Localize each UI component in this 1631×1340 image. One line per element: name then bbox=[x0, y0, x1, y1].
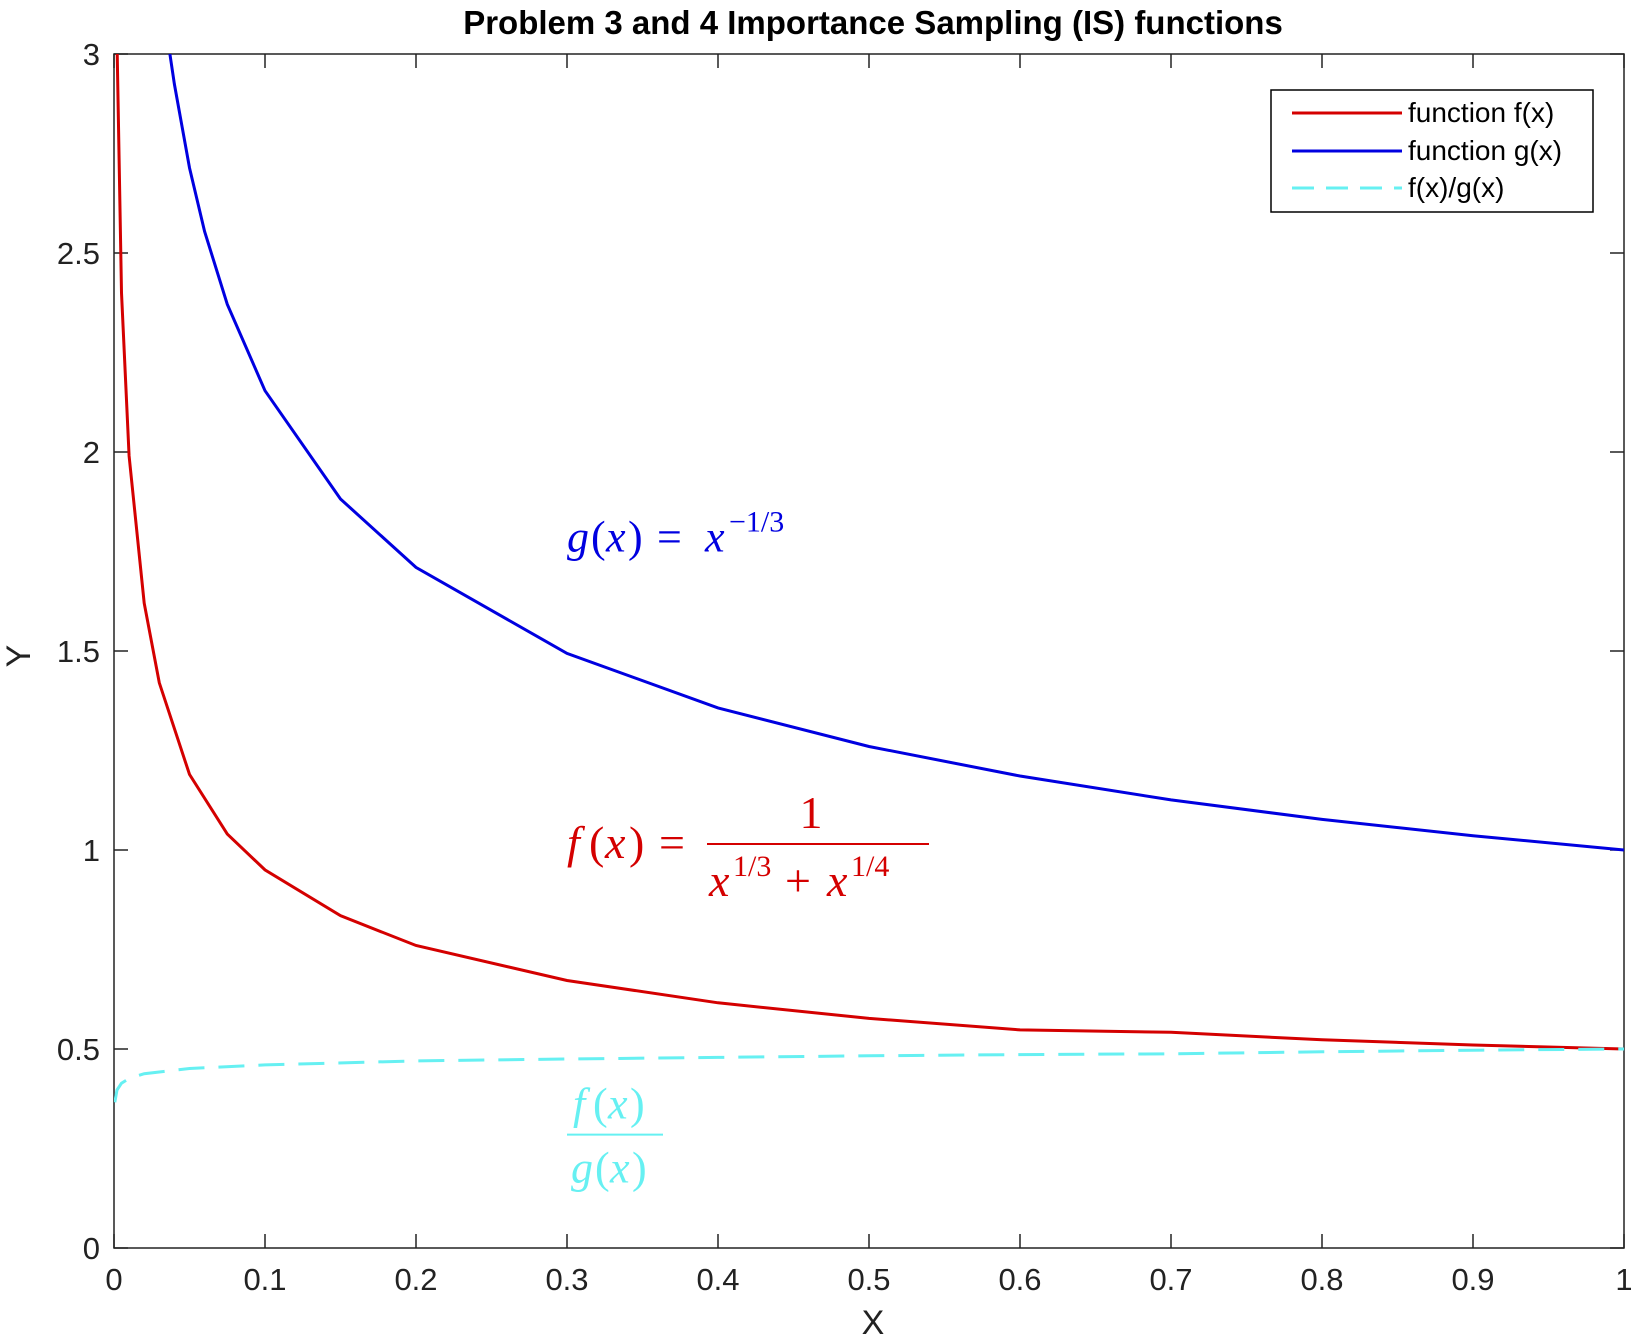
svg-text:): ) bbox=[629, 817, 644, 868]
x-tick-label: 0.4 bbox=[696, 1262, 739, 1297]
x-tick-label: 0.9 bbox=[1451, 1262, 1494, 1297]
y-tick-label: 1 bbox=[83, 833, 100, 868]
x-tick-label: 0.6 bbox=[998, 1262, 1041, 1297]
g-formula-annotation: g ( x ) = x −1/3 bbox=[567, 506, 784, 562]
svg-text:(: ( bbox=[593, 1080, 608, 1129]
svg-text:x: x bbox=[826, 855, 848, 906]
svg-text:1/4: 1/4 bbox=[851, 850, 889, 883]
svg-text:x: x bbox=[607, 1080, 628, 1129]
series-line-1 bbox=[168, 54, 1624, 852]
x-tick-label: 0 bbox=[105, 1262, 122, 1297]
y-axis-label: Y bbox=[0, 645, 38, 668]
svg-text:x: x bbox=[609, 1144, 630, 1193]
svg-text:(: ( bbox=[595, 1144, 610, 1193]
x-axis-label: X bbox=[862, 1304, 885, 1340]
svg-text:x: x bbox=[708, 855, 730, 906]
svg-text:x: x bbox=[605, 513, 626, 562]
svg-text:g: g bbox=[571, 1144, 593, 1193]
svg-text:(: ( bbox=[589, 817, 604, 868]
svg-text:): ) bbox=[632, 1144, 647, 1193]
svg-text:x: x bbox=[604, 817, 626, 868]
svg-text:g: g bbox=[567, 513, 589, 562]
svg-text:=: = bbox=[659, 817, 685, 868]
svg-text:=: = bbox=[657, 513, 682, 562]
legend-label-g: function g(x) bbox=[1408, 135, 1562, 166]
plot-area: 0 0.1 0.2 0.3 0.4 0.5 0.6 0.7 0.8 0.9 1 0 0.5 1 1.5 2 2.… bbox=[57, 37, 1631, 1297]
series-line-2 bbox=[114, 1047, 1624, 1103]
x-tick-label: 0.1 bbox=[243, 1262, 286, 1297]
x-tick-label: 0.2 bbox=[394, 1262, 437, 1297]
svg-text:+: + bbox=[785, 855, 811, 906]
x-tick-label: 0.8 bbox=[1300, 1262, 1343, 1297]
legend: function f(x) function g(x) f(x)/g(x) bbox=[1270, 89, 1594, 213]
svg-text:x: x bbox=[704, 513, 725, 562]
y-tick-label: 2.5 bbox=[57, 236, 100, 271]
y-tick-label: 1.5 bbox=[57, 634, 100, 669]
svg-text:−1/3: −1/3 bbox=[729, 506, 784, 539]
svg-text:): ) bbox=[630, 1080, 645, 1129]
x-tick-label: 0.5 bbox=[847, 1262, 890, 1297]
x-tick-label: 0.3 bbox=[545, 1262, 588, 1297]
x-tick-label: 1 bbox=[1615, 1262, 1631, 1297]
y-tick-label: 0 bbox=[83, 1231, 100, 1266]
svg-text:1: 1 bbox=[800, 787, 823, 838]
y-tick-label: 0.5 bbox=[57, 1032, 100, 1067]
x-tick-label: 0.7 bbox=[1149, 1262, 1192, 1297]
svg-text:(: ( bbox=[591, 513, 606, 562]
y-tick-label: 2 bbox=[83, 435, 100, 470]
y-tick-label: 3 bbox=[83, 37, 100, 72]
series-line-0 bbox=[115, 54, 1624, 1051]
chart-title: Problem 3 and 4 Importance Sampling (IS)… bbox=[463, 4, 1283, 41]
legend-label-f: function f(x) bbox=[1408, 97, 1554, 128]
svg-text:): ) bbox=[628, 513, 643, 562]
legend-label-ratio: f(x)/g(x) bbox=[1408, 172, 1504, 203]
svg-text:1/3: 1/3 bbox=[733, 850, 771, 883]
